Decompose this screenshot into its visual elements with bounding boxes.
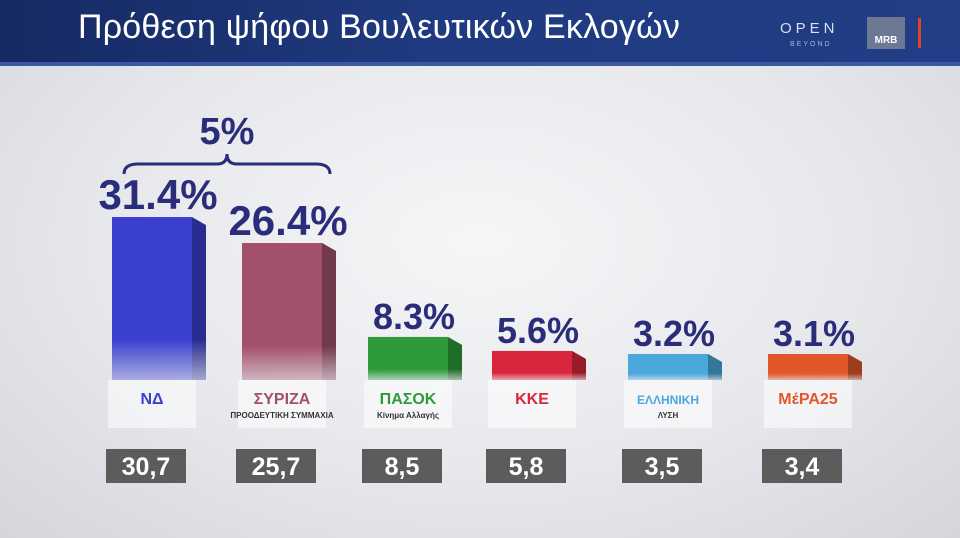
bar-group (628, 354, 722, 380)
bar-percent-label: 31.4% (98, 171, 217, 218)
bar-chart: 31.4% ΝΔ 30,7 26.4% ΣΥΡΙΖΑ ΠΡΟΟΔΕΥΤΙΚΗ ΣΥΜΜΑΧ… (98, 111, 862, 483)
value-box (362, 449, 442, 483)
value-box-label: 8,5 (385, 453, 420, 481)
page-title: Πρόθεση ψήφου Βουλευτικών Εκλογών (78, 8, 681, 46)
bar-side-face (322, 243, 336, 380)
open-channel-logo: OPEN (780, 20, 839, 37)
party-logo-text: ΕΛΛΗΝΙΚΗ (637, 393, 699, 407)
bar-percent-label: 3.2% (633, 313, 715, 354)
bar-side-face (192, 217, 206, 380)
value-box (106, 449, 186, 483)
mrb-logo-text: MRB (874, 35, 898, 46)
kke-hammer-sickle-icon: ΚΚΕ (488, 380, 576, 428)
party-logo-subtext: ΛΥΣΗ (658, 411, 679, 420)
value-box-label: 25,7 (252, 453, 301, 481)
value-box (236, 449, 316, 483)
difference-brace (122, 153, 332, 175)
bar-side-face (572, 350, 586, 380)
logo-tile (764, 380, 852, 428)
bar-group (242, 243, 336, 380)
bar (242, 243, 322, 380)
bar (112, 217, 192, 380)
bar-percent-label: 5.6% (497, 310, 579, 351)
nd-logo-icon: ΝΔ (108, 380, 196, 428)
logo-tile (488, 380, 576, 428)
header-bar (0, 0, 960, 62)
syriza-logo-icon: ΣΥΡΙΖΑ ΠΡΟΟΔΕΥΤΙΚΗ ΣΥΜΜΑΧΙΑ (230, 380, 334, 428)
logo-tile (624, 380, 712, 428)
value-box (622, 449, 702, 483)
elliniki-lysi-emblem-icon: ΕΛΛΗΝΙΚΗ ΛΥΣΗ (624, 380, 712, 428)
bar-group (112, 217, 206, 380)
logo-tile (238, 380, 326, 428)
bar (492, 350, 572, 380)
party-logo-text: ΠΑΣΟΚ (380, 391, 437, 408)
pasok-sun-icon: ΠΑΣΟΚ Κίνημα Αλλαγής (364, 380, 452, 428)
value-box-label: 30,7 (122, 453, 171, 481)
bar (628, 354, 708, 380)
party-logo-subtext: Κίνημα Αλλαγής (377, 411, 439, 420)
bar (368, 336, 448, 380)
party-logo-text: ΜέΡΑ25 (778, 391, 837, 408)
open-channel-tagline: BEYOND (790, 41, 832, 48)
bar-percent-label: 26.4% (228, 197, 347, 244)
logo-tile (364, 380, 452, 428)
header-stripe (0, 62, 960, 66)
bar-group (492, 350, 586, 380)
bar-side-face (848, 354, 862, 380)
bar-percent-label: 3.1% (773, 313, 855, 354)
difference-annotation: 5% (200, 111, 255, 153)
mera25-arrow-icon: ΜέΡΑ25 (764, 380, 852, 428)
party-logo-text: ΣΥΡΙΖΑ (254, 391, 311, 408)
logo-tile (108, 380, 196, 428)
mrb-logo: MRB (867, 17, 905, 49)
mrb-accent-bar (918, 18, 921, 48)
party-logo-text: ΝΔ (140, 391, 163, 408)
party-logo-text: ΚΚΕ (515, 391, 549, 408)
party-logo-subtext: ΠΡΟΟΔΕΥΤΙΚΗ ΣΥΜΜΑΧΙΑ (230, 411, 333, 420)
value-box (762, 449, 842, 483)
value-box-label: 5,8 (509, 453, 544, 481)
bar-group (368, 336, 462, 380)
value-box-label: 3,5 (645, 453, 680, 481)
bar-percent-label: 8.3% (373, 296, 455, 337)
value-box-label: 3,4 (785, 453, 820, 481)
bar-side-face (448, 336, 462, 380)
bar-side-face (708, 354, 722, 380)
bar (768, 354, 848, 380)
value-box (486, 449, 566, 483)
bar-group (768, 354, 862, 380)
